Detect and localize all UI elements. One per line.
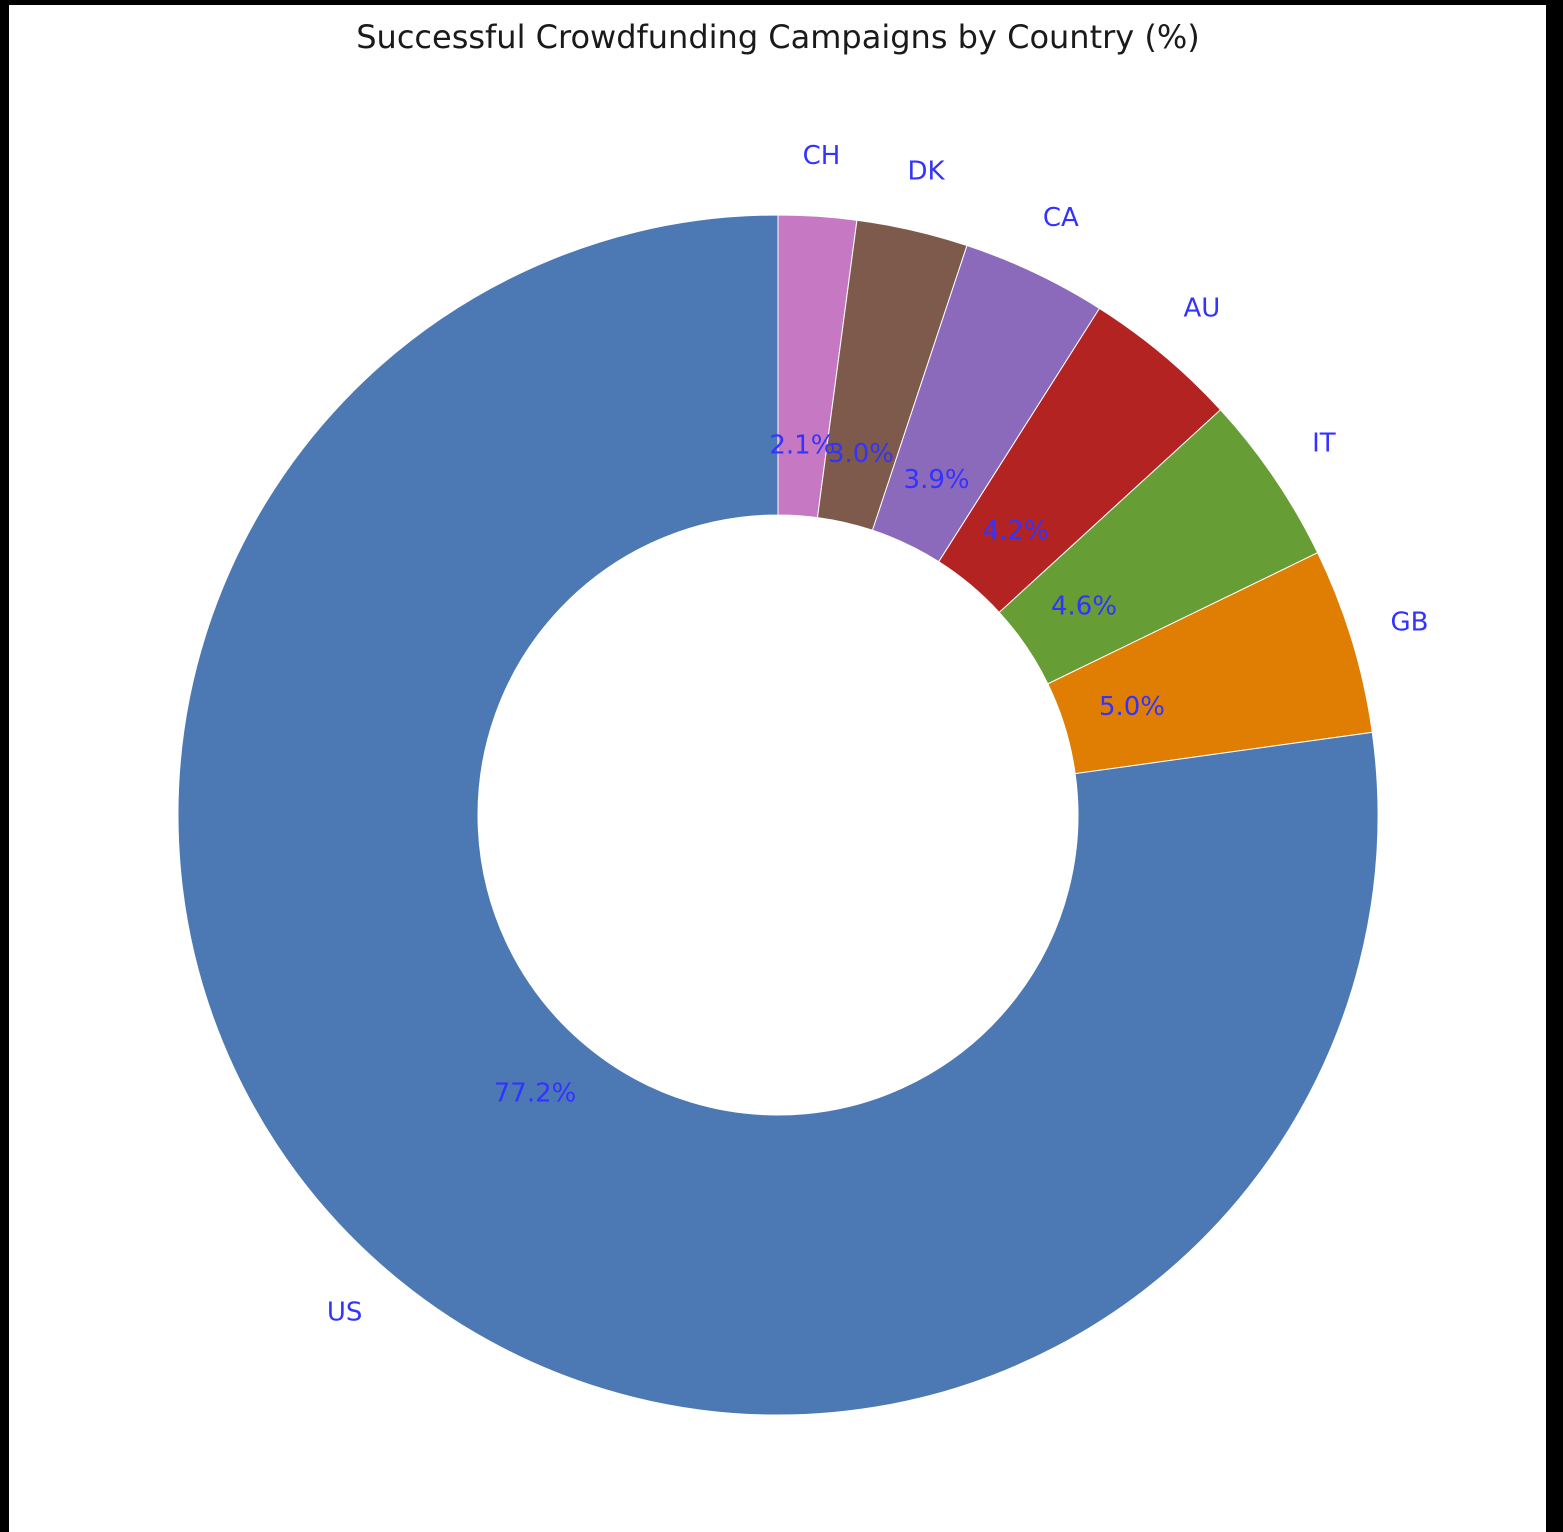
slices-group (177, 214, 1379, 1416)
slice-us (177, 214, 1379, 1416)
value-label-dk: 3.0% (828, 439, 894, 469)
category-label-us: US (327, 1297, 363, 1327)
category-label-gb: GB (1390, 607, 1428, 637)
chart-title: Successful Crowdfunding Campaigns by Cou… (356, 18, 1200, 56)
value-label-it: 4.6% (1051, 592, 1117, 622)
value-label-au: 4.2% (983, 516, 1049, 546)
category-label-au: AU (1183, 294, 1220, 324)
value-label-gb: 5.0% (1099, 692, 1165, 722)
category-label-it: IT (1312, 429, 1336, 459)
labels-group: CH 2.1% DK 3.0% CA 3.9% AU 4.2% IT 4.6% GB 5.0% US 77… (327, 141, 1429, 1327)
category-label-ca: CA (1043, 203, 1079, 233)
value-label-ch: 2.1% (769, 430, 835, 460)
category-label-dk: DK (907, 156, 945, 186)
value-label-ca: 3.9% (904, 465, 970, 495)
value-label-us: 77.2% (494, 1079, 577, 1109)
category-label-ch: CH (803, 141, 841, 171)
